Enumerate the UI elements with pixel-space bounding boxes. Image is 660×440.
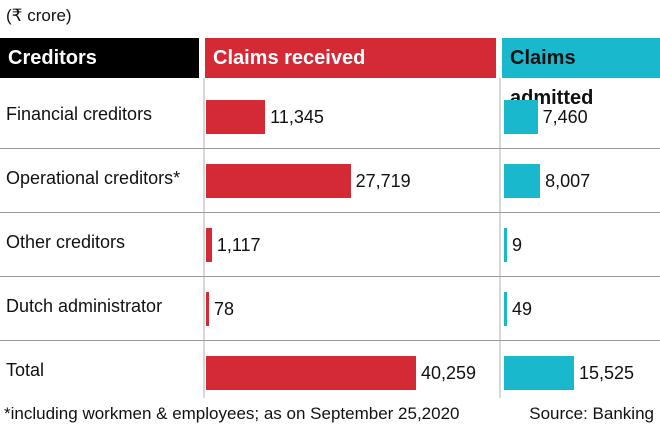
bar-admitted: [504, 164, 541, 198]
value-label-admitted: 8,007: [545, 171, 591, 191]
bar-admitted: [504, 228, 507, 262]
value-label-admitted: 15,525: [579, 363, 635, 383]
value-label-admitted: 49: [512, 299, 533, 319]
value-label-received: 78: [214, 299, 235, 319]
row-separator: [0, 276, 660, 277]
bar-received: [206, 164, 351, 198]
row-separator: [0, 340, 660, 341]
column-divider: [203, 78, 205, 398]
footnote: *including workmen & employees; as on Se…: [4, 404, 460, 423]
value-label-admitted: 7,460: [542, 107, 588, 127]
row-separator: [0, 148, 660, 149]
bar-received: [206, 292, 209, 326]
value-label-received: 40,259: [421, 363, 477, 383]
bar-received: [206, 356, 416, 390]
value-label-received: 1,117: [216, 235, 261, 255]
value-label-admitted: 9: [512, 235, 523, 255]
row-separator: [0, 212, 660, 213]
row-label: Total: [6, 360, 45, 380]
row-label: Other creditors: [6, 232, 126, 252]
unit-note: (₹ crore): [6, 6, 72, 25]
bar-admitted: [504, 356, 574, 390]
bar-admitted: [504, 292, 507, 326]
header-claims-received: Claims received: [205, 38, 496, 78]
bar-admitted: [504, 100, 538, 134]
header-claims-admitted: Claims admitted: [502, 38, 660, 109]
value-label-received: 11,345: [270, 107, 324, 127]
row-label: Financial creditors: [6, 104, 153, 124]
row-label: Dutch administrator: [6, 296, 163, 316]
column-divider: [499, 78, 501, 398]
value-label-received: 27,719: [355, 171, 411, 191]
bar-received: [206, 100, 266, 134]
row-label: Operational creditors*: [6, 168, 181, 188]
bar-received: [206, 228, 212, 262]
header-creditors: Creditors: [0, 38, 199, 78]
source-note: Source: Banking: [529, 404, 654, 423]
